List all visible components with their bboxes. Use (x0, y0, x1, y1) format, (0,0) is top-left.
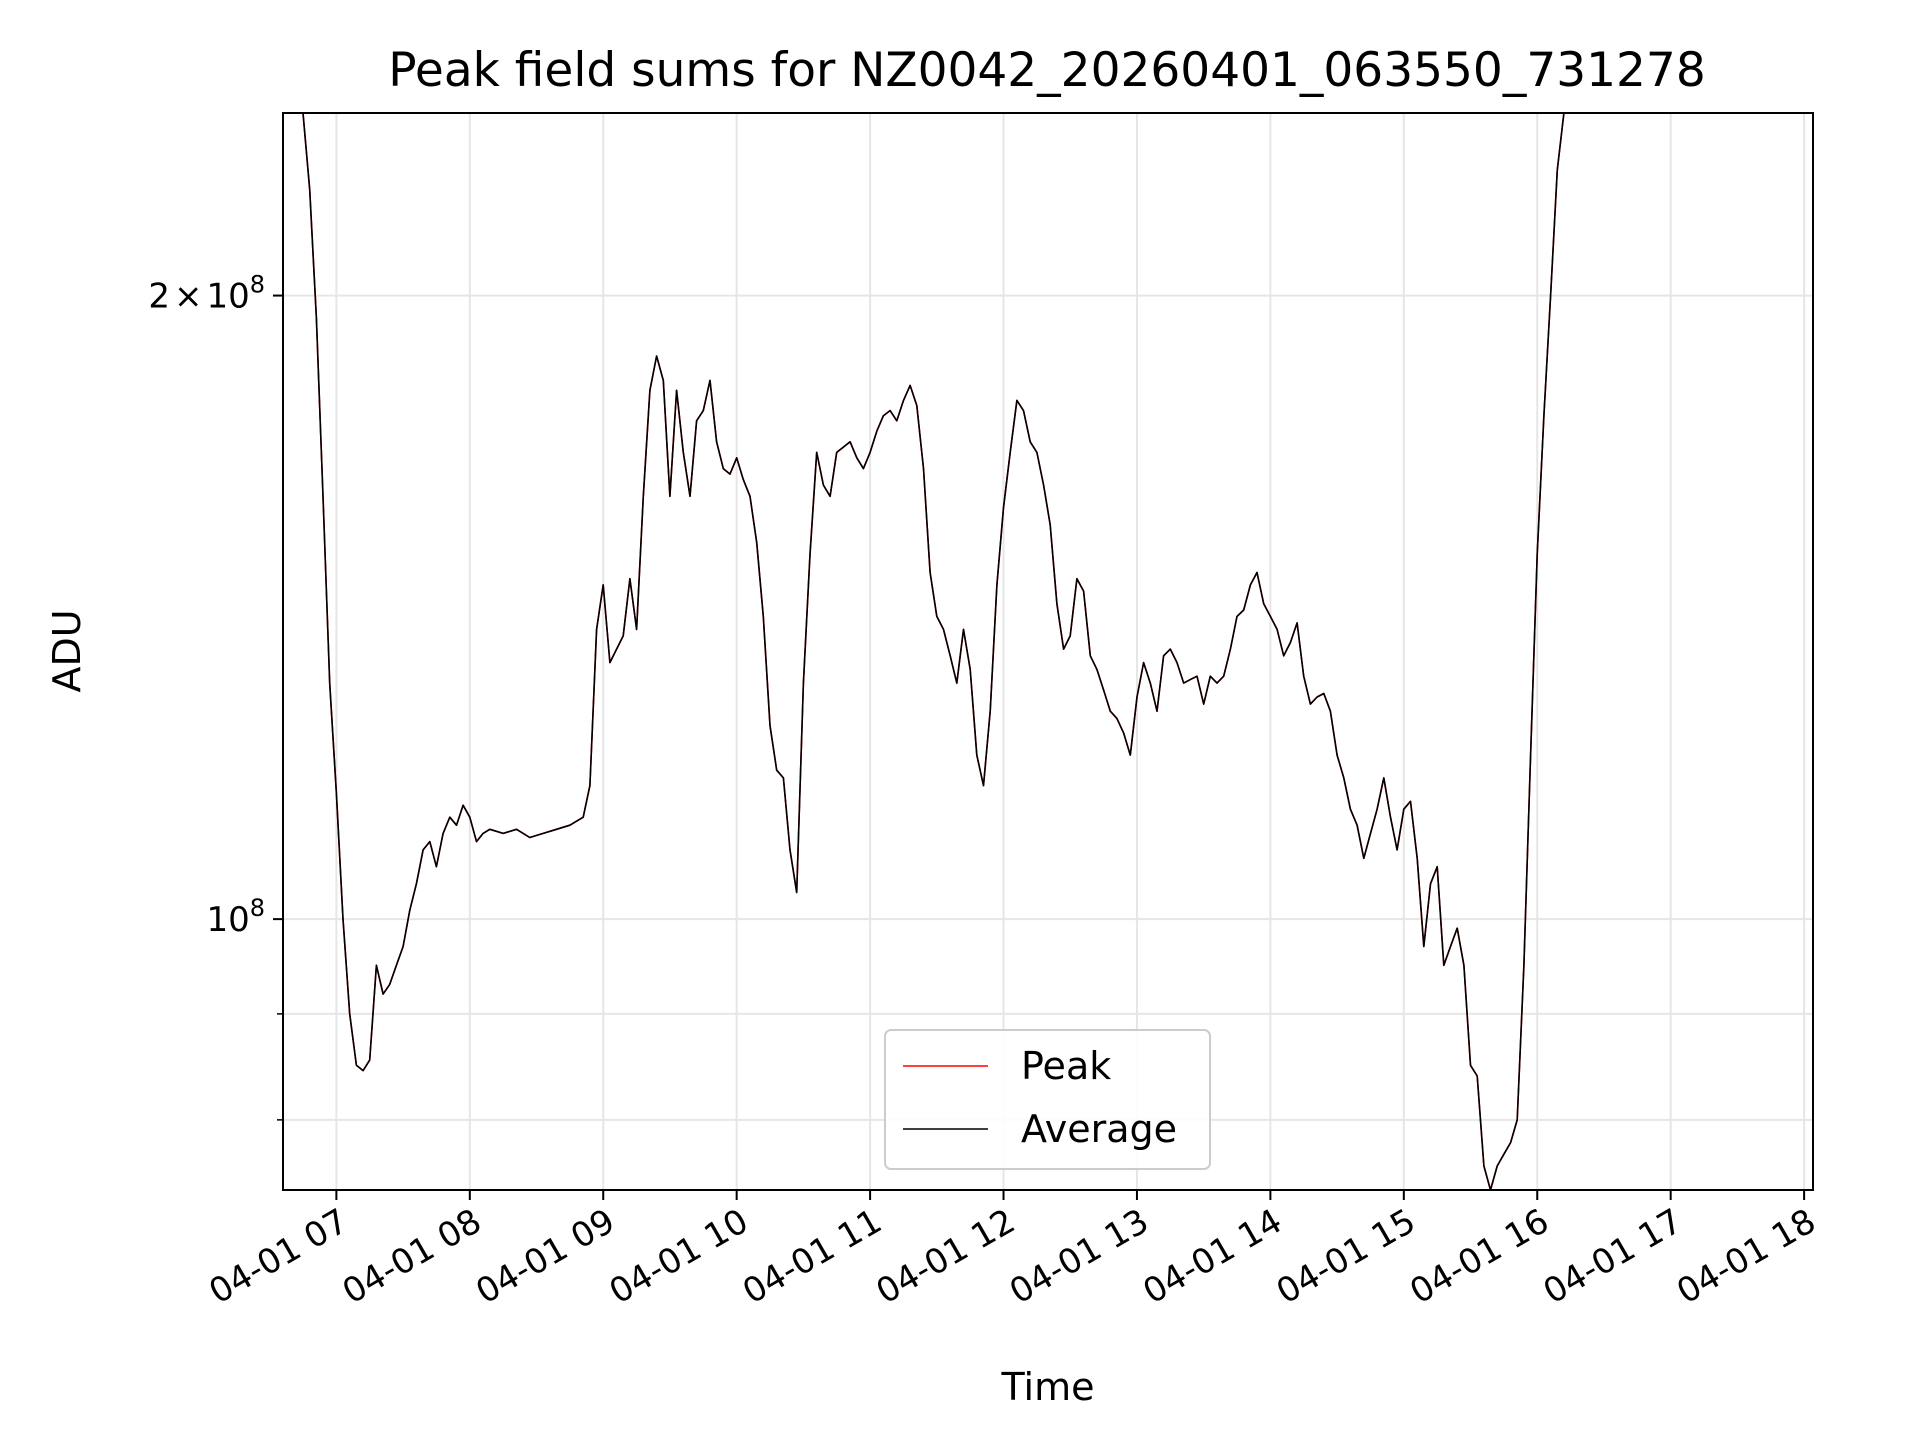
y-tick-label: 108 (206, 894, 265, 940)
y-tick-base: 10 (206, 277, 249, 317)
y-tick-exponent: 8 (250, 271, 265, 299)
y-tick-label: 2 × 108 (148, 271, 265, 317)
y-tick-mantissa: 2 (148, 277, 170, 317)
chart-title: Peak field sums for NZ0042_20260401_0635… (388, 43, 1705, 98)
legend-peak-label: Peak (1021, 1044, 1111, 1088)
series-line-average (283, 112, 1565, 1191)
plot-frame (282, 112, 1814, 1191)
legend: Peak Average (884, 1029, 1211, 1170)
y-axis-label: ADU (45, 609, 89, 692)
series-layer (283, 112, 1565, 1191)
y-tick-times: × (174, 277, 203, 317)
legend-box (884, 1029, 1211, 1170)
y-tick-exponent: 8 (250, 894, 265, 922)
y-tick-base: 10 (206, 900, 249, 940)
legend-average-label: Average (1021, 1107, 1177, 1151)
x-axis-label: Time (1001, 1365, 1095, 1409)
